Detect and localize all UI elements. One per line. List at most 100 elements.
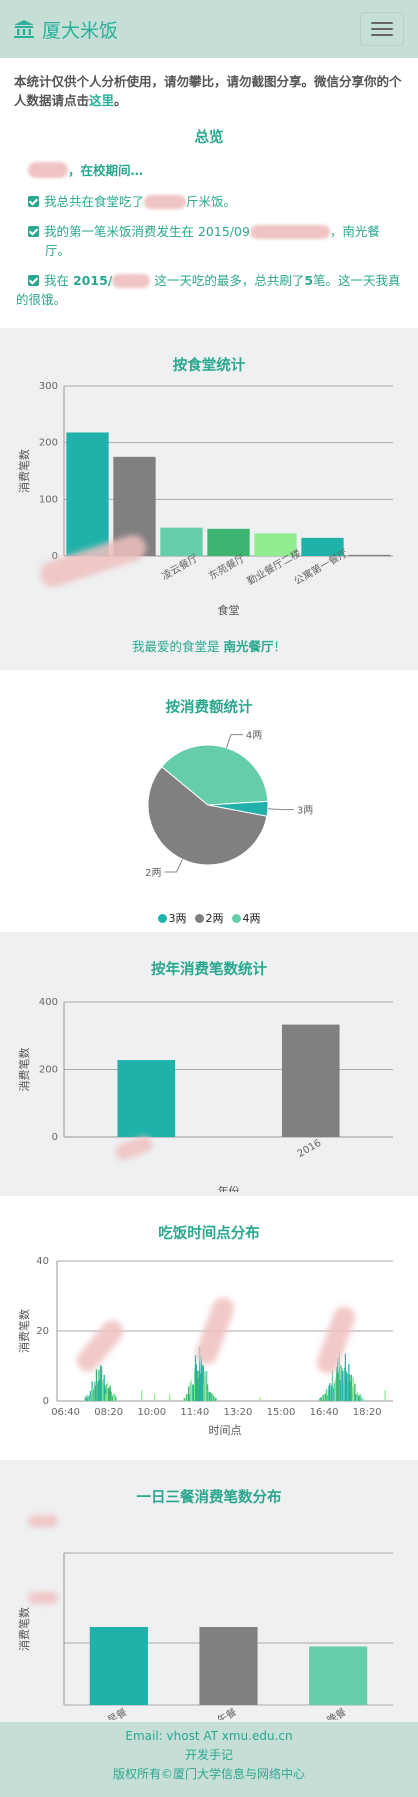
- time-bar: [353, 1387, 355, 1401]
- time-bar: [327, 1389, 329, 1401]
- time-bar: [337, 1357, 339, 1401]
- meals-bar-chart: 早餐 午餐 晚餐 消费笔数: [17, 1552, 393, 1720]
- time-bar: [203, 1383, 205, 1401]
- footer-notes-link[interactable]: 开发手记: [184, 1748, 233, 1762]
- y-tick-label: 40: [36, 1256, 49, 1267]
- brand-title: 厦大米饭: [42, 19, 119, 42]
- time-bar: [104, 1385, 106, 1401]
- y-tick-label: 100: [39, 494, 58, 505]
- time-bar: [187, 1386, 190, 1401]
- pie-legend: 3两 2两 4两: [0, 910, 418, 926]
- first-post: ，南光餐厅。: [45, 224, 380, 258]
- time-bar: [108, 1387, 110, 1401]
- time-bar: [194, 1355, 197, 1401]
- time-bar: [332, 1388, 334, 1401]
- time-bar: [214, 1397, 216, 1401]
- time-bar: [86, 1394, 88, 1401]
- bar: [254, 533, 297, 556]
- footer-email[interactable]: Email: vhost AT xmu.edu.cn: [125, 1729, 293, 1743]
- time-bar: [115, 1397, 117, 1401]
- checkbox-icon: [28, 196, 39, 207]
- time-bar: [141, 1390, 143, 1401]
- time-bar: [191, 1385, 193, 1401]
- max-pre: 我在: [44, 273, 73, 288]
- time-bar: [210, 1395, 212, 1401]
- checkbox-icon: [28, 275, 39, 286]
- time-bar: [360, 1395, 362, 1401]
- meals-section: 一日三餐消费笔数分布 早餐 午餐 晚餐 消费笔数: [0, 1460, 418, 1722]
- time-bar: [343, 1380, 345, 1401]
- time-bar: [209, 1392, 211, 1401]
- time-bar: [349, 1381, 352, 1401]
- bank-icon: [14, 20, 34, 38]
- time-bar: [362, 1398, 365, 1401]
- x-axis-title: 时间点: [209, 1424, 242, 1437]
- amount-section: 按消费额统计 3两 2两 4两 3两 2两 4两: [0, 670, 418, 932]
- intro-notice: 本统计仅供个人分析使用，请勿攀比，请勿截图分享。微信分享你的个人数据请点击这里。: [0, 58, 418, 118]
- y-axis-title: 消费笔数: [17, 1607, 31, 1651]
- time-bar: [322, 1394, 324, 1401]
- time-bar: [196, 1370, 198, 1401]
- time-bar: [345, 1371, 347, 1401]
- time-bar: [202, 1365, 204, 1401]
- time-bar: [153, 1394, 156, 1401]
- share-link[interactable]: 这里: [89, 93, 115, 108]
- time-bar: [113, 1393, 115, 1401]
- legend-item[interactable]: 3两: [157, 910, 187, 926]
- time-bar: [341, 1368, 343, 1401]
- time-bar: [343, 1367, 346, 1401]
- meals-title: 一日三餐消费笔数分布: [136, 1490, 282, 1506]
- favorite-name: 南光餐厅: [223, 639, 274, 654]
- time-bar: [324, 1393, 327, 1401]
- bar: [66, 432, 109, 556]
- time-bar: [100, 1366, 103, 1401]
- overview-item-first: 我的第一笔米饭消费发生在 2015/09 ，南光餐厅。: [16, 222, 402, 260]
- redacted-date: [249, 225, 330, 239]
- time-bar: [320, 1397, 322, 1401]
- time-bar: [356, 1391, 359, 1401]
- time-bar: [96, 1384, 98, 1401]
- time-bar: [355, 1394, 358, 1401]
- legend-item[interactable]: 4两: [231, 910, 261, 926]
- pie-slice: [161, 744, 269, 806]
- hamburger-menu-icon[interactable]: [360, 12, 404, 46]
- time-bar: [112, 1396, 114, 1401]
- x-tick-label: 18:20: [353, 1407, 382, 1418]
- overview-title: 总览: [194, 130, 224, 146]
- time-bar: [111, 1394, 113, 1401]
- time-bar: [355, 1394, 357, 1401]
- time-bar: [193, 1384, 195, 1401]
- y-axis-title: 消费笔数: [17, 1309, 31, 1353]
- bar: [309, 1646, 368, 1705]
- time-bar: [349, 1374, 351, 1401]
- x-tick-label: 2016: [296, 1138, 324, 1160]
- time-bar: [333, 1383, 335, 1401]
- overview-section: 总览 ，在校期间… 我总共在食堂吃了 斤米饭。 我的第一笔米饭消费发生在 2015…: [0, 118, 418, 332]
- time-bar: [87, 1397, 89, 1401]
- time-bar: [338, 1352, 341, 1401]
- y-tick-label: 0: [52, 551, 58, 562]
- time-bar: [110, 1391, 112, 1401]
- bar: [301, 537, 344, 556]
- time-bar: [84, 1396, 86, 1401]
- time-bar: [206, 1370, 208, 1401]
- time-bar: [259, 1397, 261, 1401]
- y-tick-label: 200: [39, 1065, 58, 1076]
- time-bar: [352, 1377, 354, 1401]
- time-bar: [318, 1398, 321, 1401]
- time-bar: [200, 1355, 203, 1401]
- brand[interactable]: 厦大米饭: [14, 16, 118, 43]
- legend-label: 2两: [205, 912, 224, 925]
- intro-text: 本统计仅供个人分析使用，请勿攀比，请勿截图分享。微信分享你的个人数据请点击: [14, 74, 402, 108]
- bar: [117, 1060, 176, 1137]
- intro-end: 。: [114, 93, 127, 108]
- time-bar: [361, 1398, 363, 1401]
- redacted-day: [112, 274, 151, 288]
- time-bar: [350, 1374, 353, 1401]
- legend-item[interactable]: 2两: [194, 910, 224, 926]
- time-bar: [185, 1396, 187, 1401]
- time-bar: [208, 1391, 210, 1401]
- time-bar: [340, 1365, 342, 1401]
- time-bar: [198, 1370, 200, 1401]
- time-bar: [97, 1381, 99, 1401]
